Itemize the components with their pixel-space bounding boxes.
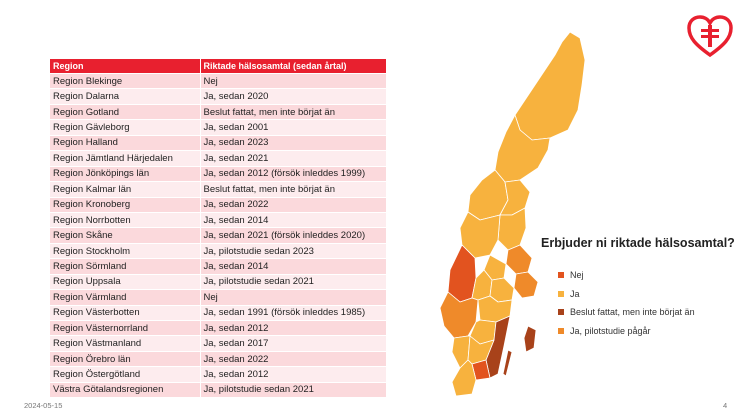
table-row: Region Värmland Nej [50, 289, 386, 306]
status-cell: Ja, sedan 2021 [200, 150, 386, 167]
table-row: Region Östergötland Ja, sedan 2012 [50, 366, 386, 383]
table-row: Region Jönköpings län Ja, sedan 2012 (för… [50, 166, 386, 183]
map-region-stockholm [513, 271, 539, 299]
table-row: Region Västernorrland Ja, sedan 2012 [50, 320, 386, 337]
region-name-cell: Region Uppsala [50, 274, 201, 291]
status-cell: Ja, sedan 2012 (försök inleddes 1999) [200, 166, 386, 183]
table-row: Region Jämtland Härjedalen Ja, sedan 2021 [50, 150, 386, 167]
map-region-norrbotten [514, 31, 586, 141]
region-name-cell: Region Norrbotten [50, 212, 201, 229]
sweden-map [439, 31, 586, 397]
table-row: Region Stockholm Ja, pilotstudie sedan 20… [50, 243, 386, 260]
region-name-cell: Region Örebro län [50, 351, 201, 368]
region-name-cell: Region Dalarna [50, 88, 201, 105]
region-name-cell: Västra Götalandsregionen [50, 382, 201, 399]
legend-item: Beslut fattat, men inte börjat än [558, 303, 695, 322]
map-region-oland [502, 349, 513, 377]
status-cell: Ja, sedan 2022 [200, 197, 386, 213]
table-row: Region Blekinge Nej [50, 73, 386, 90]
region-name-cell: Region Östergötland [50, 366, 201, 383]
legend-label: Nej [570, 270, 584, 281]
table-row: Region Uppsala Ja, pilotstudie sedan 2021 [50, 274, 386, 291]
status-cell: Ja, sedan 2014 [200, 212, 386, 229]
table-row: Region Västmanland Ja, sedan 2017 [50, 335, 386, 352]
region-name-cell: Region Skåne [50, 227, 201, 244]
region-name-cell: Region Kalmar län [50, 181, 201, 198]
map-region-gavleborg [497, 207, 527, 251]
region-name-cell: Region Blekinge [50, 73, 201, 90]
table-row: Region Sörmland Ja, sedan 2014 [50, 258, 386, 275]
legend-title: Erbjuder ni riktade hälsosamtal? [541, 236, 735, 250]
region-name-cell: Region Kronoberg [50, 197, 201, 213]
table-row: Region Kronoberg Ja, sedan 2022 [50, 197, 386, 213]
map-region-gotland [523, 325, 537, 353]
table-row: Region Gotland Beslut fattat, men inte bö… [50, 104, 386, 121]
status-cell: Ja, sedan 2023 [200, 135, 386, 152]
table-row: Region Gävleborg Ja, sedan 2001 [50, 119, 386, 136]
map-region-uppsala [505, 244, 533, 275]
table-row: Region Norrbotten Ja, sedan 2014 [50, 212, 386, 229]
region-name-cell: Region Jämtland Härjedalen [50, 150, 201, 167]
status-cell: Ja, pilotstudie sedan 2023 [200, 243, 386, 260]
map-region-skane [451, 359, 477, 397]
legend-label: Beslut fattat, men inte börjat än [570, 307, 695, 318]
status-cell: Nej [200, 289, 386, 306]
map-legend: Nej Ja Beslut fattat, men inte börjat än Ja… [558, 266, 695, 340]
table-row: Region Halland Ja, sedan 2023 [50, 135, 386, 152]
status-cell: Ja, sedan 2001 [200, 119, 386, 136]
status-cell: Ja, sedan 1991 (försök inleddes 1985) [200, 305, 386, 322]
legend-swatch [558, 272, 564, 279]
table-row: Region Kalmar län Beslut fattat, men inte… [50, 181, 386, 198]
legend-swatch [558, 290, 564, 297]
map-region-vastra-gotaland [439, 291, 479, 339]
footer-date: 2024-05-15 [24, 401, 63, 410]
region-name-cell: Region Västernorrland [50, 320, 201, 337]
status-cell: Ja, sedan 2012 [200, 366, 386, 383]
status-cell: Ja, sedan 2020 [200, 88, 386, 105]
table-row: Västra Götalandsregionen Ja, pilotstudie … [50, 382, 386, 399]
legend-label: Ja, pilotstudie pågår [570, 325, 651, 336]
region-name-cell: Region Halland [50, 135, 201, 152]
table-row: Region Örebro län Ja, sedan 2022 [50, 351, 386, 368]
legend-swatch [558, 327, 564, 334]
status-cell: Beslut fattat, men inte börjat än [200, 104, 386, 121]
column-header-status: Riktade hälsosamtal (sedan årtal) [200, 59, 386, 74]
heart-logo-icon [687, 15, 733, 58]
table-row: Region Dalarna Ja, sedan 2020 [50, 88, 386, 105]
table-row: Region Skåne Ja, sedan 2021 (försök inled… [50, 227, 386, 244]
status-cell: Nej [200, 73, 386, 90]
table-body: Region Blekinge Nej Region Dalarna Ja, seda… [50, 73, 386, 399]
region-table: Region Riktade hälsosamtal (sedan årtal)… [50, 59, 386, 399]
status-cell: Ja, sedan 2017 [200, 335, 386, 352]
legend-item: Ja [558, 285, 695, 304]
status-cell: Ja, pilotstudie sedan 2021 [200, 274, 386, 291]
map-region-vasterbotten [494, 114, 551, 183]
region-name-cell: Region Västmanland [50, 335, 201, 352]
region-name-cell: Region Västerbotten [50, 305, 201, 322]
region-name-cell: Region Värmland [50, 289, 201, 306]
legend-item: Ja, pilotstudie pågår [558, 322, 695, 341]
region-name-cell: Region Sörmland [50, 258, 201, 275]
column-header-region: Region [50, 59, 201, 74]
status-cell: Ja, sedan 2021 (försök inleddes 2020) [200, 227, 386, 244]
legend-swatch [558, 309, 564, 316]
table-header-row: Region Riktade hälsosamtal (sedan årtal) [50, 59, 386, 74]
status-cell: Ja, sedan 2012 [200, 320, 386, 337]
page-number: 4 [723, 401, 728, 410]
status-cell: Ja, sedan 2014 [200, 258, 386, 275]
table-row: Region Västerbotten Ja, sedan 1991 (försö… [50, 305, 386, 322]
region-name-cell: Region Jönköpings län [50, 166, 201, 183]
legend-label: Ja [570, 288, 580, 299]
status-cell: Beslut fattat, men inte börjat än [200, 181, 386, 198]
legend-item: Nej [558, 266, 695, 285]
region-name-cell: Region Gotland [50, 104, 201, 121]
status-cell: Ja, sedan 2022 [200, 351, 386, 368]
status-cell: Ja, pilotstudie sedan 2021 [200, 382, 386, 399]
region-name-cell: Region Gävleborg [50, 119, 201, 136]
region-name-cell: Region Stockholm [50, 243, 201, 260]
